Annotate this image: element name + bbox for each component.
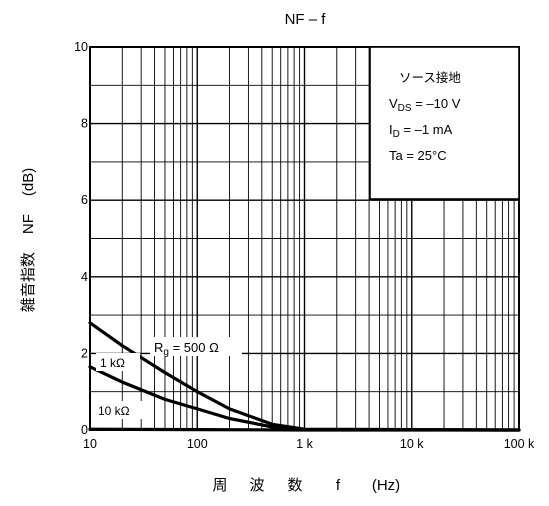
y-tick-labels: 0 2 4 6 8 10 <box>74 40 88 437</box>
conditions-box: ソース接地 VDS = –10 V ID = –1 mA Ta = 25°C <box>369 46 520 200</box>
series-label-bg-1k <box>96 353 140 371</box>
x-axis-label: 周 波 数 f (Hz) <box>212 476 400 494</box>
x-axis-label-unit: (Hz) <box>372 477 400 494</box>
y-axis-label: 雑音指数NF(dB) <box>19 168 37 312</box>
x-axis-label-var: f <box>336 477 341 494</box>
y-tick-label: 0 <box>81 423 88 437</box>
plot-frame <box>89 46 520 431</box>
chart-title: NF – f <box>285 11 327 28</box>
x-tick-label: 100 <box>187 437 208 451</box>
y-tick-label: 8 <box>81 117 88 131</box>
conditions-box-frame <box>369 46 520 200</box>
y-axis-label-text: 雑音指数NF(dB) <box>19 168 37 312</box>
x-axis-label-char-2: 波 <box>249 476 264 494</box>
x-axis-label-char-1: 周 <box>212 476 227 494</box>
y-tick-label: 6 <box>81 193 88 207</box>
series-label-10k: 10 kΩ <box>98 404 130 418</box>
condition-id: ID = –1 mA <box>389 122 453 140</box>
x-tick-label: 10 k <box>400 437 424 451</box>
conditions-title: ソース接地 <box>399 70 461 85</box>
condition-ta: Ta = 25°C <box>389 148 447 163</box>
x-tick-labels: 10 100 1 k 10 k 100 k <box>83 437 535 451</box>
series-label-bg-rg500 <box>150 337 242 356</box>
series-label-rg500: Rg = 500 Ω <box>154 340 219 358</box>
y-tick-label: 4 <box>81 270 88 284</box>
x-axis-label-char-3: 数 <box>287 476 302 494</box>
y-tick-label: 2 <box>81 346 88 360</box>
condition-vds: VDS = –10 V <box>389 96 461 114</box>
series-label-1k: 1 kΩ <box>100 356 125 370</box>
series-label-bg-10k <box>95 401 143 419</box>
y-tick-label: 10 <box>74 40 88 54</box>
x-tick-label: 1 k <box>296 437 313 451</box>
x-tick-label: 10 <box>83 437 97 451</box>
x-tick-label: 100 k <box>504 437 535 451</box>
